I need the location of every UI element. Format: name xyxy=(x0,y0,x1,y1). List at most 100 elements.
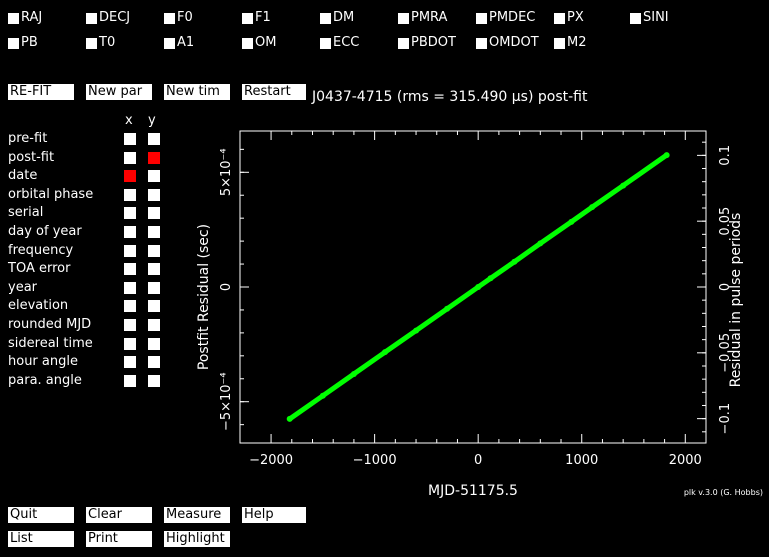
checkbox-icon[interactable] xyxy=(476,37,487,49)
axis-option-x-checkbox[interactable] xyxy=(124,151,136,164)
restart-button[interactable]: Restart xyxy=(242,84,306,100)
axis-option-y-checkbox[interactable] xyxy=(148,319,160,331)
axis-option-label: rounded MJD xyxy=(8,317,92,332)
param-checkbox-pbdot[interactable]: PBDOT xyxy=(398,36,456,50)
measure-button[interactable]: Measure xyxy=(164,507,230,523)
param-checkbox-t0[interactable]: T0 xyxy=(86,36,115,50)
axis-option-label: pre-fit xyxy=(8,131,48,146)
axis-option-y-checkbox[interactable] xyxy=(148,374,160,387)
data-point[interactable] xyxy=(620,182,627,189)
param-checkbox-a1[interactable]: A1 xyxy=(164,36,194,50)
axis-option-x-checkbox[interactable] xyxy=(124,356,136,369)
data-point[interactable] xyxy=(413,327,420,334)
data-point[interactable] xyxy=(444,305,451,312)
param-checkbox-f0[interactable]: F0 xyxy=(164,11,193,25)
axis-option-x-checkbox[interactable] xyxy=(124,133,136,145)
param-checkbox-ecc[interactable]: ECC xyxy=(320,36,359,50)
help-button[interactable]: Help xyxy=(242,507,306,523)
axis-option-y-checkbox[interactable] xyxy=(148,170,160,183)
param-checkbox-pmdec[interactable]: PMDEC xyxy=(476,11,535,25)
axis-option-y-checkbox[interactable] xyxy=(148,337,160,350)
axis-option-label: elevation xyxy=(8,298,69,314)
checkbox-icon[interactable] xyxy=(86,37,97,49)
axis-option-x-checkbox[interactable] xyxy=(124,300,136,313)
data-point[interactable] xyxy=(589,204,596,211)
checkbox-icon[interactable] xyxy=(164,12,175,24)
checkbox-icon[interactable] xyxy=(86,12,97,24)
param-label: PMRA xyxy=(411,10,448,25)
axis-option-x-checkbox[interactable] xyxy=(124,263,136,276)
axis-option-x-checkbox[interactable] xyxy=(124,337,136,350)
checkbox-icon[interactable] xyxy=(320,12,331,24)
param-checkbox-pb[interactable]: PB xyxy=(8,36,38,50)
axis-option-y-checkbox[interactable] xyxy=(148,244,160,257)
param-checkbox-omdot[interactable]: OMDOT xyxy=(476,36,539,50)
axis-option-y-checkbox[interactable] xyxy=(148,207,160,220)
checkbox-icon[interactable] xyxy=(554,12,565,24)
new-par-button[interactable]: New par xyxy=(86,84,152,100)
axis-option-x-checkbox[interactable] xyxy=(124,226,136,238)
new-tim-button[interactable]: New tim xyxy=(164,84,230,100)
param-checkbox-f1[interactable]: F1 xyxy=(242,11,271,25)
list-button[interactable]: List xyxy=(8,531,74,547)
axis-option-x-checkbox[interactable] xyxy=(124,319,136,331)
axis-option-y-checkbox[interactable] xyxy=(148,281,160,294)
axis-option-y-checkbox[interactable] xyxy=(148,263,160,276)
param-label: PMDEC xyxy=(489,10,536,25)
checkbox-icon[interactable] xyxy=(554,37,565,49)
data-point[interactable] xyxy=(350,370,357,377)
axis-option-x-checkbox[interactable] xyxy=(124,244,136,257)
quit-button[interactable]: Quit xyxy=(8,507,74,523)
checkbox-icon[interactable] xyxy=(630,12,641,24)
data-point[interactable] xyxy=(487,275,494,282)
checkbox-icon[interactable] xyxy=(398,12,409,24)
param-checkbox-sini[interactable]: SINI xyxy=(630,11,669,25)
data-point[interactable] xyxy=(286,415,293,422)
axis-option-x-checkbox[interactable] xyxy=(124,281,136,294)
highlight-button[interactable]: Highlight xyxy=(164,531,230,547)
axis-option-y-checkbox[interactable] xyxy=(148,226,160,238)
axis-option-x-checkbox[interactable] xyxy=(124,188,136,201)
axis-option-y-checkbox[interactable] xyxy=(148,133,160,145)
data-point[interactable] xyxy=(663,152,670,159)
param-checkbox-m2[interactable]: M2 xyxy=(554,36,587,50)
checkbox-icon[interactable] xyxy=(242,12,253,24)
axis-option-y-checkbox[interactable] xyxy=(148,188,160,201)
data-point[interactable] xyxy=(568,218,575,225)
checkbox-icon[interactable] xyxy=(8,37,19,49)
clear-button[interactable]: Clear xyxy=(86,507,152,523)
print-button[interactable]: Print xyxy=(86,531,152,547)
checkbox-icon[interactable] xyxy=(320,37,331,49)
axis-option-x-checkbox[interactable] xyxy=(124,207,136,220)
axis-option-x-checkbox[interactable] xyxy=(124,374,136,387)
axis-option-y-checkbox[interactable] xyxy=(148,300,160,313)
param-label: T0 xyxy=(99,35,116,50)
checkbox-icon[interactable] xyxy=(8,12,19,24)
axis-option-label: sidereal time xyxy=(8,335,93,351)
param-checkbox-raj[interactable]: RAJ xyxy=(8,11,42,25)
param-checkbox-decj[interactable]: DECJ xyxy=(86,11,130,25)
data-point[interactable] xyxy=(319,392,326,399)
x-column-header: x xyxy=(125,113,133,128)
param-label: DECJ xyxy=(99,10,131,25)
checkbox-icon[interactable] xyxy=(242,37,253,49)
checkbox-icon[interactable] xyxy=(164,37,175,49)
data-point[interactable] xyxy=(475,284,482,290)
checkbox-icon[interactable] xyxy=(398,37,409,49)
axis-option-x-checkbox[interactable] xyxy=(124,170,136,183)
param-checkbox-px[interactable]: PX xyxy=(554,11,584,25)
param-checkbox-om[interactable]: OM xyxy=(242,36,276,50)
data-point[interactable] xyxy=(537,240,544,247)
x-tick-label: 1000 xyxy=(565,453,598,468)
data-point[interactable] xyxy=(511,258,518,265)
param-label: A1 xyxy=(177,35,195,50)
param-checkbox-dm[interactable]: DM xyxy=(320,11,354,25)
refit-button[interactable]: RE-FIT xyxy=(8,84,74,100)
param-label: PX xyxy=(567,10,584,25)
axis-option-y-checkbox[interactable] xyxy=(148,151,160,164)
checkbox-icon[interactable] xyxy=(476,12,487,24)
axis-option-y-checkbox[interactable] xyxy=(148,356,160,369)
param-checkbox-pmra[interactable]: PMRA xyxy=(398,11,447,25)
data-point[interactable] xyxy=(381,349,388,356)
